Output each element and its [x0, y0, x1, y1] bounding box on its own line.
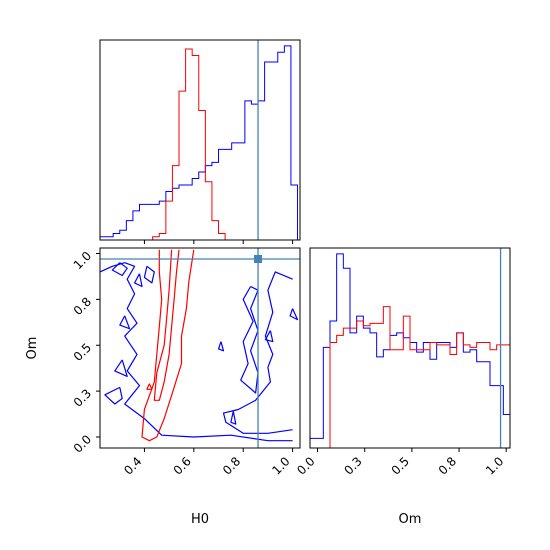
contour-line-blue [114, 359, 128, 377]
contour-lines [100, 249, 299, 442]
contour-line-blue [104, 386, 123, 405]
y-axis-label-om: Om [25, 337, 40, 360]
contour-line-red [146, 383, 153, 390]
y-tick-label-om: 1.0 [71, 249, 94, 272]
contour-line-blue [134, 273, 143, 288]
x-axis-label-h0: H0 [191, 512, 209, 527]
axes-frame [309, 247, 511, 449]
contour-line-blue [217, 341, 225, 352]
contour-line-blue [264, 330, 274, 343]
axes-frame [99, 247, 301, 449]
contour-line-blue [111, 262, 128, 277]
contour-line-blue [230, 411, 237, 425]
x-tick-label-h0: 1.0 [269, 454, 292, 477]
x-axis-label-om: Om [399, 512, 422, 527]
contour-line-blue [100, 262, 293, 442]
histogram-series-blue [99, 45, 299, 240]
y-tick-label-om: 0.8 [71, 295, 94, 318]
y-tick-label-om: 0.0 [71, 432, 94, 455]
histogram-series-red [100, 48, 298, 241]
y-tick-label-om: 0.3 [71, 386, 94, 409]
x-tick-label-h0: 0.4 [121, 454, 144, 477]
x-tick-label-om: 1.0 [483, 454, 506, 477]
histogram-series-red [310, 306, 511, 449]
contour-h0-om-panel: 0.4 0.6 0.8 1.0 0.0 0.3 0.5 0.8 1.0 H0 Om [25, 247, 301, 527]
contour-line-blue [119, 315, 131, 330]
contour-line-blue [240, 285, 259, 394]
x-tick-label-om: 0.0 [294, 454, 317, 477]
x-tick-label-om: 0.3 [341, 454, 364, 477]
x-tick-label-h0: 0.6 [171, 454, 194, 477]
histogram-series-blue [309, 253, 511, 448]
contour-line-red [153, 249, 180, 401]
x-tick-label-h0: 0.8 [220, 454, 243, 477]
histogram-h0-panel [99, 39, 301, 244]
contour-line-red [141, 249, 195, 442]
axes-frame [99, 39, 301, 241]
histogram-om-panel: 0.0 0.3 0.5 0.8 1.0 Om [294, 247, 511, 527]
contour-line-blue [143, 265, 155, 284]
y-tick-label-om: 0.5 [71, 340, 94, 363]
truth-marker [254, 255, 263, 264]
contour-line-blue [222, 271, 293, 434]
x-tick-label-om: 0.8 [436, 454, 459, 477]
x-tick-label-om: 0.5 [389, 454, 412, 477]
contour-line-blue [289, 308, 299, 321]
